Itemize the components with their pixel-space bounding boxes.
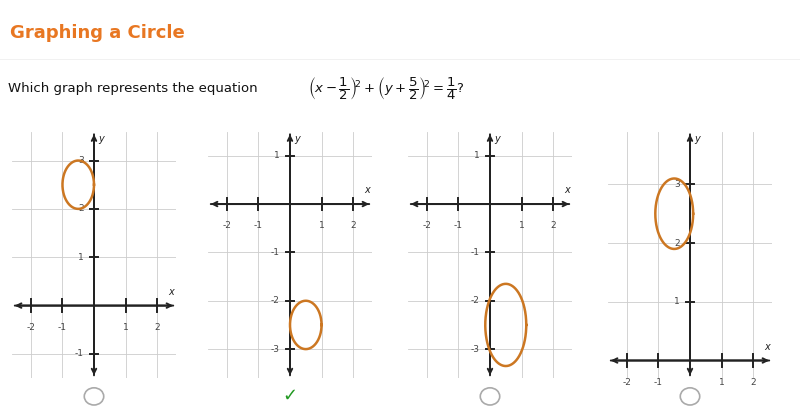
Text: 2: 2: [78, 204, 84, 213]
Text: -1: -1: [654, 378, 663, 387]
Text: 1: 1: [474, 151, 480, 160]
Text: 1: 1: [78, 253, 84, 262]
Text: 3: 3: [674, 180, 680, 189]
Text: y: y: [494, 134, 500, 144]
Text: -1: -1: [470, 248, 480, 257]
Text: -1: -1: [454, 221, 463, 230]
Text: -2: -2: [271, 296, 280, 305]
Text: x: x: [168, 287, 174, 297]
Text: y: y: [694, 134, 700, 144]
Text: 2: 2: [154, 323, 160, 332]
Text: 2: 2: [550, 221, 556, 230]
Text: 2: 2: [350, 221, 356, 230]
Text: 3: 3: [78, 156, 84, 165]
Text: -2: -2: [422, 221, 431, 230]
Text: 1: 1: [718, 378, 725, 387]
Text: 1: 1: [274, 151, 280, 160]
Text: -1: -1: [270, 248, 280, 257]
Text: 1: 1: [318, 221, 325, 230]
Text: -3: -3: [270, 344, 280, 353]
Text: x: x: [764, 342, 770, 352]
Text: Graphing a Circle: Graphing a Circle: [10, 24, 184, 42]
Text: y: y: [98, 134, 104, 144]
Text: 1: 1: [122, 323, 129, 332]
Text: -2: -2: [622, 378, 631, 387]
Text: ✓: ✓: [282, 387, 298, 404]
Text: -1: -1: [254, 221, 263, 230]
Text: -3: -3: [470, 344, 480, 353]
Text: -1: -1: [74, 349, 84, 358]
Text: 2: 2: [674, 238, 680, 247]
Text: x: x: [564, 185, 570, 195]
Text: -1: -1: [58, 323, 67, 332]
Text: 1: 1: [674, 297, 680, 306]
Text: -2: -2: [222, 221, 231, 230]
Text: 1: 1: [518, 221, 525, 230]
Text: $\left(x - \dfrac{1}{2}\right)^{\!2} + \left(y + \dfrac{5}{2}\right)^{\!2} = \df: $\left(x - \dfrac{1}{2}\right)^{\!2} + \…: [308, 75, 465, 102]
Text: x: x: [364, 185, 370, 195]
Text: y: y: [294, 134, 300, 144]
Text: 2: 2: [750, 378, 756, 387]
Text: -2: -2: [26, 323, 35, 332]
Text: -2: -2: [471, 296, 480, 305]
Text: Which graph represents the equation: Which graph represents the equation: [8, 82, 258, 95]
